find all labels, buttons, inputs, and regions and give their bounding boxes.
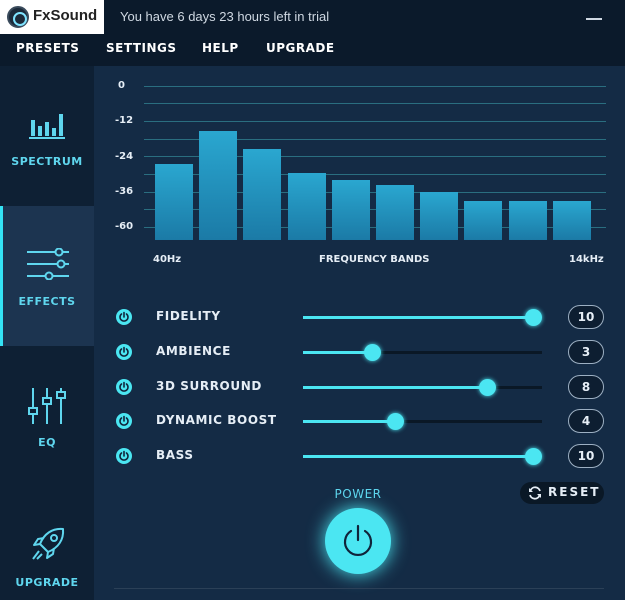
sidebar-item-label: UPGRADE [15, 576, 79, 589]
menu-settings[interactable]: SETTINGS [106, 41, 177, 55]
spectrum-bar [376, 184, 414, 240]
gridline [144, 227, 606, 228]
slider-thumb[interactable] [364, 344, 381, 361]
divider [114, 588, 604, 589]
dynamic-boost-label: DYNAMIC BOOST [156, 413, 277, 427]
sidebar: SPECTRUM EFFECTS EQ [0, 66, 94, 600]
db-label: 0 [118, 80, 125, 91]
minimize-icon [586, 18, 602, 20]
spectrum-icon [29, 114, 65, 139]
slider-fill [303, 316, 533, 319]
spectrum-bar [464, 201, 503, 240]
band-low-label: 40Hz [153, 254, 182, 265]
db-label: -36 [115, 186, 134, 197]
spectrum-bar [420, 191, 459, 240]
spectrum-bar [243, 149, 282, 240]
sidebar-item-label: SPECTRUM [11, 155, 83, 168]
slider-thumb[interactable] [479, 379, 496, 396]
bass-value[interactable]: 10 [568, 444, 604, 468]
bass-slider[interactable] [303, 448, 542, 465]
dynamic-boost-power-toggle[interactable] [116, 413, 132, 429]
ambience-slider[interactable] [303, 344, 542, 361]
menu-help[interactable]: HELP [202, 41, 239, 55]
sidebar-item-spectrum[interactable]: SPECTRUM [0, 66, 94, 206]
ambience-label: AMBIENCE [156, 344, 231, 358]
eq-icon [28, 388, 66, 424]
gridline [144, 174, 606, 175]
rocket-icon [32, 527, 65, 560]
slider-thumb[interactable] [387, 413, 404, 430]
power-icon [119, 311, 129, 322]
ambience-value[interactable]: 3 [568, 340, 604, 364]
gridline [144, 156, 606, 157]
spectrum-bar [155, 163, 193, 240]
power-icon [119, 346, 129, 357]
reset-button[interactable]: RESET [520, 482, 604, 504]
power-button[interactable] [325, 508, 391, 574]
slider-fill [303, 420, 395, 423]
power-icon [119, 450, 129, 461]
db-label: -60 [115, 221, 134, 232]
gridline [144, 103, 606, 104]
minimize-button[interactable] [580, 8, 608, 28]
sidebar-item-effects[interactable]: EFFECTS [0, 206, 94, 346]
3d-surround-value[interactable]: 8 [568, 375, 604, 399]
gridline [144, 209, 606, 210]
menu-presets[interactable]: PRESETS [16, 41, 80, 55]
menu-upgrade[interactable]: UPGRADE [266, 41, 335, 55]
menu-bar: PRESETS SETTINGS HELP UPGRADE [0, 34, 625, 66]
reset-label: RESET [548, 485, 601, 499]
slider-fill [303, 455, 533, 458]
ambience-power-toggle[interactable] [116, 344, 132, 360]
frequency-bands-label: FREQUENCY BANDS [319, 254, 430, 265]
refresh-icon [529, 486, 541, 500]
gridline [144, 121, 606, 122]
trial-message: You have 6 days 23 hours left in trial [120, 9, 330, 24]
power-icon [119, 415, 129, 426]
slider-thumb[interactable] [525, 309, 542, 326]
spectrum-bar [331, 180, 370, 240]
power-icon [119, 381, 129, 392]
db-label: -24 [115, 151, 134, 162]
slider-thumb[interactable] [525, 448, 542, 465]
sidebar-item-label: EQ [38, 436, 56, 449]
3d-surround-label: 3D SURROUND [156, 379, 262, 393]
app-logo: FxSound [0, 0, 104, 34]
fxsound-logo-icon [7, 6, 29, 28]
sidebar-item-upgrade[interactable]: UPGRADE [0, 486, 94, 600]
spectrum-bar [552, 201, 591, 240]
sidebar-item-eq[interactable]: EQ [0, 346, 94, 486]
fidelity-value[interactable]: 10 [568, 305, 604, 329]
spectrum-bar [287, 172, 326, 240]
fidelity-label: FIDELITY [156, 309, 221, 323]
dynamic-boost-slider[interactable] [303, 413, 542, 430]
bass-power-toggle[interactable] [116, 448, 132, 464]
sidebar-item-label: EFFECTS [18, 295, 76, 308]
slider-fill [303, 386, 487, 389]
gridline [144, 86, 606, 87]
dynamic-boost-value[interactable]: 4 [568, 409, 604, 433]
title-bar: FxSound You have 6 days 23 hours left in… [0, 0, 625, 34]
band-high-label: 14kHz [569, 254, 604, 265]
spectrum-bar [199, 130, 238, 240]
gridline [144, 192, 606, 193]
3d-surround-power-toggle[interactable] [116, 379, 132, 395]
sliders-icon [27, 248, 69, 280]
bass-label: BASS [156, 448, 194, 462]
fidelity-power-toggle[interactable] [116, 309, 132, 325]
3d-surround-slider[interactable] [303, 379, 542, 396]
spectrum-bar [508, 201, 547, 240]
power-icon [343, 524, 373, 556]
slider-fill [303, 351, 372, 354]
power-label: POWER [334, 487, 382, 501]
logo-text: FxSound [33, 7, 98, 24]
db-label: -12 [115, 115, 134, 126]
fidelity-slider[interactable] [303, 309, 542, 326]
gridline [144, 139, 606, 140]
